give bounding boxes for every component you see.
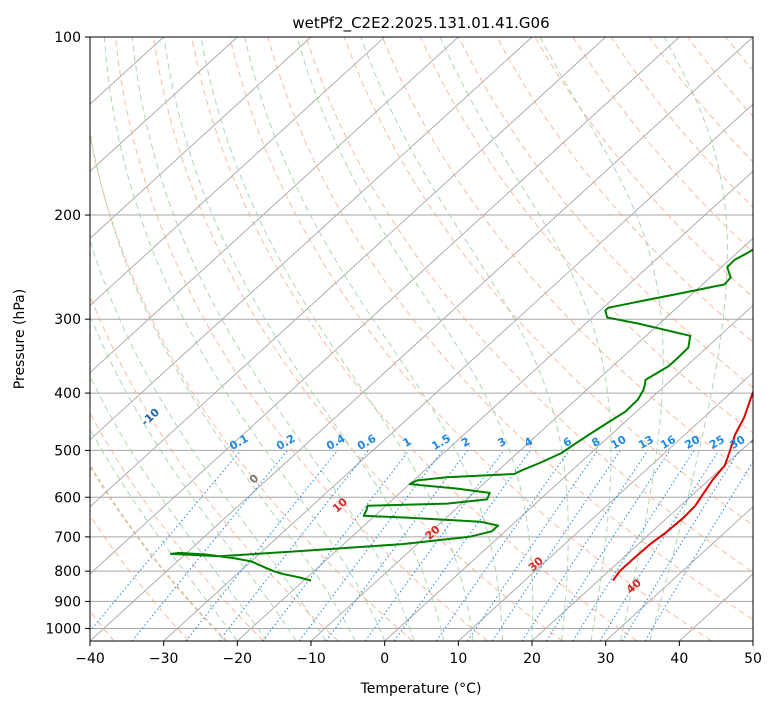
isotherm-lines	[90, 37, 753, 641]
mixing-ratio-line	[545, 450, 671, 641]
isotherm-line	[310, 237, 753, 641]
temperature-profile	[612, 390, 753, 582]
moist-adiabat-line	[131, 37, 415, 641]
moist-adiabat-line	[90, 129, 356, 641]
plot-frame	[89, 36, 754, 642]
mixing-ratio-line	[521, 450, 649, 641]
profile-series	[169, 248, 753, 582]
x-tick-label: −40	[75, 651, 105, 667]
x-axis-ticks: −40 −30 −20 −10 0 10 20 30 40 50	[75, 641, 762, 667]
x-tick-label: 50	[744, 651, 762, 667]
mixing-ratio-line	[325, 450, 468, 641]
moist-adiabat-line	[103, 37, 386, 641]
tan-reference-curve	[90, 463, 227, 641]
y-tick-label: 600	[54, 490, 81, 506]
pressure-gridlines	[90, 37, 753, 629]
reference-curve	[90, 463, 227, 641]
isotherm-line	[458, 371, 753, 641]
dry-adiabat-line	[90, 514, 190, 641]
x-tick-label: 40	[670, 651, 688, 667]
x-tick-label: 0	[380, 651, 389, 667]
isotherm-line	[90, 37, 680, 575]
mixing-ratio-line	[599, 450, 720, 641]
isotherm-line	[384, 304, 753, 641]
dry-adiabat-line	[90, 411, 264, 641]
mixing-ratio-line	[185, 450, 338, 641]
isotherm-line	[531, 439, 753, 641]
x-tick-label: 30	[597, 651, 615, 667]
moist-adiabat-line	[360, 37, 569, 641]
isotherm-line	[90, 37, 753, 641]
mixing-ratio-line	[572, 450, 695, 641]
dry-adiabat-line	[267, 37, 753, 621]
y-tick-label: 400	[54, 386, 81, 402]
moist-adiabat-line	[90, 239, 327, 641]
dry-adiabat-line	[153, 37, 563, 641]
moist-adiabat-line	[244, 37, 503, 641]
mixing-ratio-lines	[90, 450, 753, 641]
isotherm-line	[163, 103, 753, 641]
plot-area	[90, 37, 753, 641]
y-tick-label: 200	[54, 208, 81, 224]
y-tick-label: 1000	[45, 621, 81, 637]
y-tick-label: 800	[54, 564, 81, 580]
x-tick-label: 20	[523, 651, 541, 667]
dry-adiabat-line	[114, 37, 488, 641]
moist-adiabat-line	[539, 37, 664, 641]
mixing-ratio-line	[131, 450, 288, 641]
dry-adiabat-line	[90, 133, 414, 641]
dry-adiabat-line	[381, 37, 753, 480]
isotherm-line	[605, 506, 753, 641]
isotherm-line	[237, 170, 753, 641]
y-axis-label: Pressure (hPa)	[12, 289, 28, 389]
y-tick-label: 500	[54, 443, 81, 459]
mixing-ratio-line	[393, 450, 531, 641]
dry-adiabat-line	[305, 37, 753, 573]
chart-title: wetPf2_C2E2.2025.131.01.41.G06	[292, 14, 549, 33]
moist-adiabat-line	[296, 37, 534, 641]
y-tick-label: 300	[54, 312, 81, 328]
y-tick-label: 900	[54, 594, 81, 610]
isotherm-line	[90, 37, 312, 239]
mixing-ratio-line	[364, 450, 505, 641]
moist-adiabat-lines	[90, 37, 728, 641]
moist-adiabat-line	[90, 427, 238, 641]
mixing-ratio-line	[467, 450, 599, 641]
isotherm-line	[90, 37, 606, 508]
dry-adiabat-line	[496, 37, 753, 343]
y-tick-label: 100	[54, 30, 81, 46]
isotherm-line	[90, 37, 238, 172]
dry-adiabat-line	[191, 37, 638, 641]
moist-adiabat-line	[90, 314, 297, 641]
mixing-ratio-line	[435, 450, 570, 641]
dry-adiabat-line	[343, 37, 753, 526]
dry-adiabat-line	[229, 37, 712, 641]
x-tick-label: −10	[296, 651, 326, 667]
x-tick-label: −30	[149, 651, 179, 667]
y-tick-label: 700	[54, 530, 81, 546]
mixing-ratio-line	[621, 450, 740, 641]
mixing-ratio-line	[491, 450, 621, 641]
mixing-ratio-line	[298, 450, 444, 641]
moist-adiabat-line	[439, 37, 612, 641]
moist-adiabat-line	[649, 37, 728, 641]
moist-adiabat-line	[90, 375, 268, 641]
x-tick-label: −20	[223, 651, 253, 667]
x-tick-label: 10	[449, 651, 467, 667]
dry-adiabat-line	[534, 37, 753, 298]
x-axis-label: Temperature (°C)	[360, 681, 482, 697]
dewpoint-profile	[169, 248, 753, 582]
mixing-ratio-line	[262, 450, 410, 641]
y-axis-ticks: 100 200 300 400 500 600 700 800 900 1000	[45, 30, 90, 637]
mixing-ratio-line	[90, 450, 242, 632]
isotherm-line	[90, 37, 533, 441]
moist-adiabat-line	[163, 37, 445, 641]
isotherm-line	[90, 37, 385, 307]
isotherm-line	[90, 37, 459, 374]
mixing-ratio-label: 36	[748, 433, 768, 452]
